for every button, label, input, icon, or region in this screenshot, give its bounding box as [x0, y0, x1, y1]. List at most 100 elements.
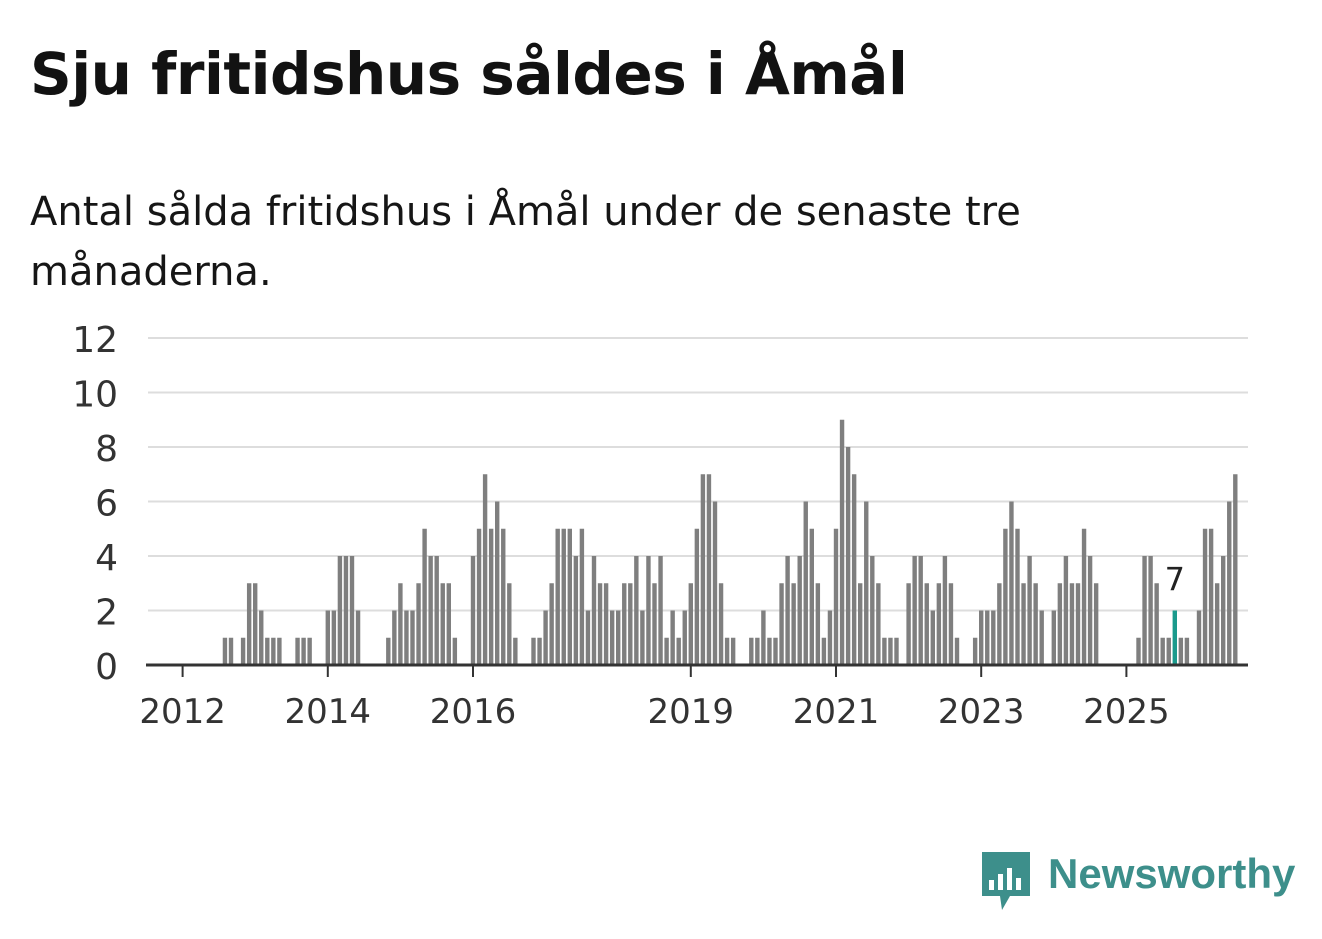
bar [295, 637, 300, 665]
bar [434, 556, 439, 665]
bar [809, 528, 814, 665]
bar [700, 474, 706, 665]
bar [488, 528, 494, 665]
brand-name: Newsworthy [1048, 850, 1296, 897]
bar [773, 637, 778, 665]
bar [470, 556, 476, 665]
bar [954, 637, 960, 665]
y-tick-label: 10 [72, 375, 118, 416]
highlight-value-label: 7 [1165, 561, 1185, 599]
bar [1021, 583, 1026, 665]
bar [1136, 637, 1141, 665]
x-tick-label: 2014 [285, 692, 372, 732]
bar [718, 583, 724, 665]
bar [724, 637, 730, 665]
bar [579, 528, 585, 665]
bar [495, 501, 500, 665]
bar [688, 583, 693, 665]
bar [301, 637, 306, 665]
bar [1196, 610, 1202, 665]
bar [785, 556, 790, 665]
bar [222, 637, 228, 665]
bar [779, 583, 784, 665]
bar [1009, 501, 1014, 665]
bar [815, 583, 821, 665]
bar [749, 637, 754, 665]
logo-bar [998, 874, 1003, 890]
logo-bar [1016, 878, 1021, 890]
bar [882, 637, 887, 665]
bar [676, 637, 681, 665]
y-tick-label: 0 [95, 647, 118, 688]
bar [476, 528, 482, 665]
bar [343, 556, 349, 665]
bar [972, 637, 978, 665]
x-tick-label: 2019 [648, 692, 735, 732]
chart-subtitle: Antal sålda fritidshus i Åmål under de s… [30, 189, 1021, 295]
bar [712, 501, 718, 665]
x-tick-label: 2016 [430, 692, 517, 732]
bar [622, 583, 627, 665]
bar [597, 583, 603, 665]
bar [1154, 583, 1159, 665]
bar [906, 583, 911, 665]
bar [501, 528, 506, 665]
bar [761, 610, 766, 665]
bar [845, 447, 851, 665]
bar [1027, 556, 1032, 665]
bar [1142, 556, 1147, 665]
bar [694, 528, 700, 665]
newsworthy-logo: Newsworthy [980, 850, 1300, 914]
logo-bar [1007, 868, 1012, 890]
bar [259, 610, 264, 665]
x-tick-label: 2012 [139, 692, 226, 732]
bar-series [222, 419, 1238, 665]
bar [1160, 637, 1165, 665]
x-tick-label: 2021 [793, 692, 880, 732]
y-tick-label: 2 [95, 593, 118, 634]
bar [870, 556, 875, 665]
bar [428, 556, 433, 665]
bar [634, 556, 639, 665]
bar [1221, 556, 1226, 665]
bar [821, 637, 827, 665]
bar [682, 610, 687, 665]
bar [1093, 583, 1099, 665]
bar [730, 637, 736, 665]
bar [1208, 528, 1214, 665]
bar [1051, 610, 1056, 665]
newsworthy-logo-icon [982, 852, 1030, 910]
y-axis-ticks: 0 2 4 6 8 10 12 [72, 320, 118, 688]
bar [325, 610, 330, 665]
bar [507, 583, 512, 665]
bar [1081, 528, 1087, 665]
bar [930, 610, 935, 665]
bar [513, 637, 518, 665]
bar-chart: 0 2 4 6 8 10 12 2012 2014 2016 2019 2021 2023 2025 7 [72, 320, 1248, 732]
x-axis: 2012 2014 2016 2019 2021 2023 2025 [139, 663, 1248, 732]
bar [404, 610, 409, 665]
bar [555, 528, 560, 665]
bar [767, 637, 772, 665]
logo-bar [989, 880, 994, 890]
bar [658, 556, 663, 665]
bar [646, 556, 651, 665]
bar [640, 610, 645, 665]
bar [452, 637, 458, 665]
bar [609, 610, 615, 665]
bar [918, 556, 923, 665]
y-tick-label: 8 [95, 429, 118, 470]
bar [652, 583, 657, 665]
bar [573, 556, 579, 665]
x-tick-label: 2025 [1083, 692, 1170, 732]
bar [876, 583, 881, 665]
bar [616, 610, 621, 665]
bar [440, 583, 445, 665]
bar [482, 474, 488, 665]
chart-title: Sju fritidshus såldes i Åmål [30, 40, 908, 108]
bar-highlight [1172, 610, 1177, 665]
bar [912, 556, 917, 665]
bar [1214, 583, 1220, 665]
bar [1184, 637, 1190, 665]
bar [894, 637, 899, 665]
